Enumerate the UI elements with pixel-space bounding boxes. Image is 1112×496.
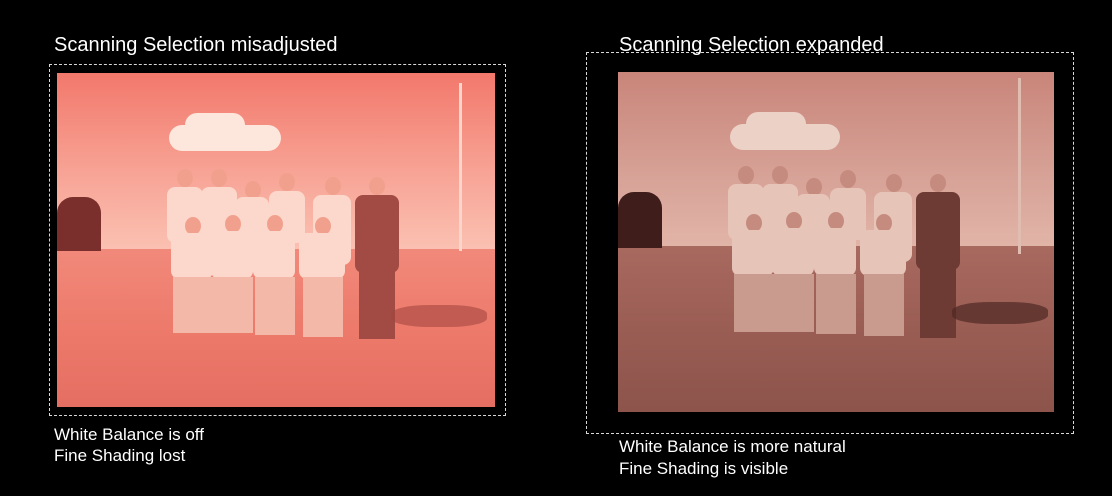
left-caption-fine-shading: Fine Shading lost — [54, 446, 186, 465]
right-caption-fine-shading: Fine Shading is visible — [619, 459, 789, 478]
right-panel-title: Scanning Selection expanded — [619, 34, 884, 56]
right-caption-white-balance: White Balance is more natural — [619, 437, 846, 456]
right-scanning-selection[interactable] — [586, 52, 1074, 434]
left-scan-photo — [52, 67, 503, 413]
left-caption-white-balance: White Balance is off — [54, 425, 204, 444]
right-scan-photo — [600, 62, 1058, 422]
left-scanning-selection[interactable] — [49, 64, 506, 416]
left-panel-title: Scanning Selection misadjusted — [54, 34, 338, 56]
